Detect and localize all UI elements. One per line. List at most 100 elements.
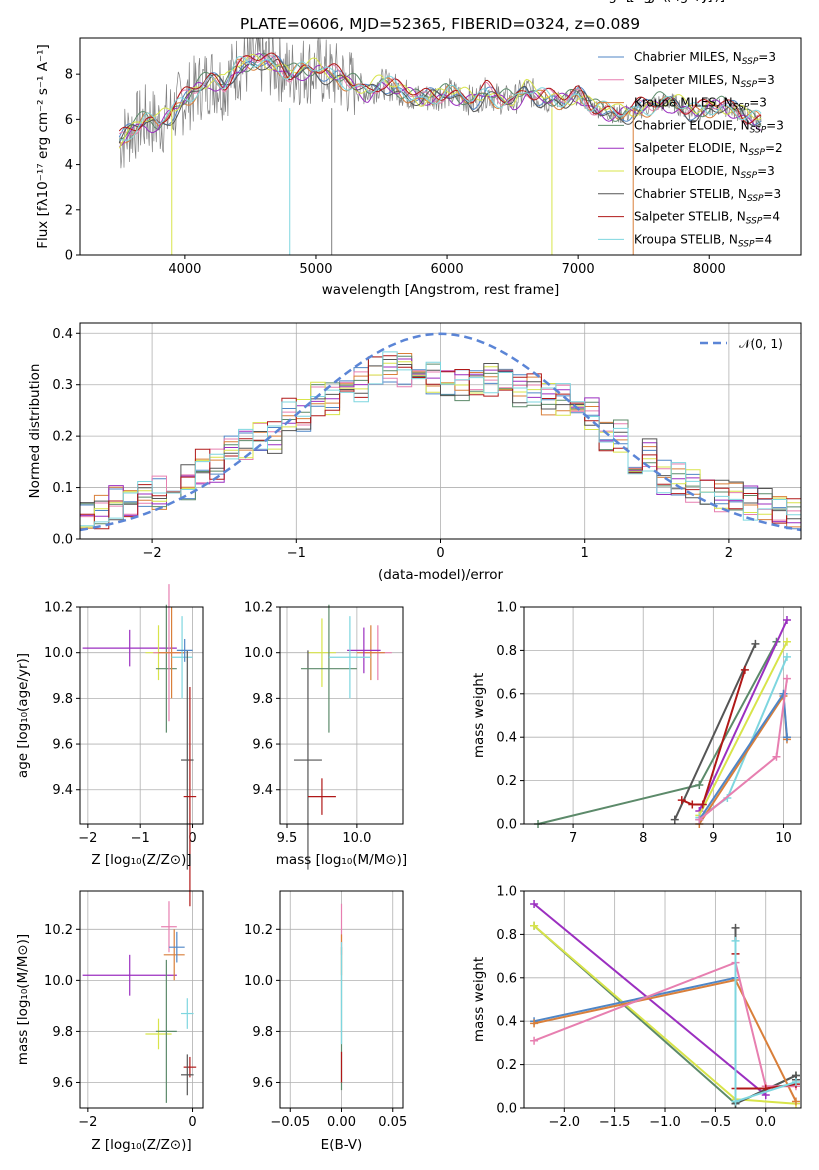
weight-line (698, 641, 788, 816)
legend-label-sub: SSP (738, 239, 755, 249)
x-tick-label: −0.05 (270, 1115, 310, 1130)
model-spectrum-line (119, 52, 762, 140)
legend-label-sub: SSP (748, 148, 765, 158)
model-spectrum-line (119, 55, 762, 141)
y-tick-label: 0.6 (496, 687, 517, 702)
weight-marker (695, 780, 704, 789)
x-tick-label: 7 (569, 831, 577, 846)
y-axis-label: mass weight (471, 673, 487, 758)
weight-marker (530, 900, 539, 909)
plot-frame (79, 890, 204, 1109)
weight-marker (782, 674, 791, 683)
weight-line (673, 643, 757, 821)
legend-label-sub: SSP (746, 217, 763, 227)
legend-label-sub: SSP (750, 125, 767, 135)
x-axis-label: Z [log₁₀(Z/Z⊙)] (91, 852, 191, 868)
weight-line (533, 903, 767, 1096)
y-axis-label: Normed distribution (27, 364, 43, 499)
weight-marker (698, 800, 707, 809)
x-tick-label: −2 (78, 831, 97, 846)
residual-histogram-panel: −2 −1 0 1 2 0.0 0.1 0.2 0.3 0.4 (data-model)/error… (27, 322, 802, 583)
legend-label-text: Kroupa MILES, N (634, 96, 733, 110)
weight-marker (530, 921, 539, 930)
plot-frame (79, 322, 802, 540)
plot-frame (279, 890, 404, 1109)
normal-distribution-curve (79, 332, 802, 532)
weight-marker (751, 639, 760, 648)
x-tick-label: 10 (775, 831, 792, 846)
legend-label-sub: SSP (733, 103, 750, 113)
y-tick-label: 4 (65, 158, 73, 173)
weight-marker (779, 689, 788, 698)
plot-frame (279, 606, 404, 825)
x-tick-label: 0.0 (755, 1115, 776, 1130)
x-tick-label: −2.0 (549, 1115, 581, 1130)
y-tick-label: 10.2 (44, 601, 73, 616)
y-tick-label: 10.0 (244, 646, 273, 661)
legend-label-text: Salpeter STELIB, N (634, 210, 746, 224)
y-tick-label: 6 (65, 113, 73, 128)
y-tick-label: 9.6 (252, 1076, 273, 1091)
x-tick-label: 0 (188, 1115, 196, 1130)
y-tick-label: 10.0 (244, 974, 273, 989)
legend-label-text: Chabrier STELIB, N (634, 187, 747, 201)
weight-marker (782, 652, 791, 661)
legend-label-text: Salpeter ELODIE, N (634, 141, 748, 155)
x-tick-label: −2 (78, 1115, 97, 1130)
y-axis-label: mass [log₁₀(M/M⊙)] (15, 934, 31, 1065)
legend-label: Salpeter ELODIE, NSSP=2 (634, 141, 783, 158)
x-tick-label: 8000 (693, 262, 726, 277)
legend-label: Chabrier MILES, NSSP=3 (634, 50, 776, 67)
y-tick-label: 0.4 (496, 731, 517, 746)
legend-label-suffix: =3 (766, 118, 784, 132)
x-tick-label: −1 (287, 546, 306, 561)
spectrum-plot-area (118, 38, 762, 255)
y-tick-label: 10.2 (244, 923, 273, 938)
x-tick-label: 0.05 (378, 1115, 407, 1130)
y-tick-label: 0.4 (496, 1015, 517, 1030)
mass-vs-ebv-panel: −0.05 0.00 0.05 9.6 9.8 10.0 10.2 E(B-V) (244, 890, 407, 1153)
legend-label-suffix: =2 (765, 141, 783, 155)
x-tick-label: 6000 (431, 262, 464, 277)
y-tick-label: 2 (65, 203, 73, 218)
age-vs-mass-panel: 9.5 10.0 9.4 9.6 9.8 10.0 10.2 mass [log₁₀(M/M⊙… (244, 601, 407, 870)
plot-frame (523, 890, 802, 1109)
legend-label: Kroupa MILES, NSSP=3 (634, 96, 767, 113)
weight-marker (791, 1077, 800, 1086)
y-tick-label: 0.0 (52, 533, 73, 548)
x-axis-label: Z [log₁₀(Z/Z⊙)] (91, 1137, 191, 1153)
x-axis-label: age [log₁₀(age/yr)] (600, 0, 725, 4)
plot-frame (79, 606, 204, 825)
legend-label: Chabrier STELIB, NSSP=3 (634, 187, 781, 204)
y-tick-label: 0.4 (52, 327, 73, 342)
x-tick-label: 8 (639, 831, 647, 846)
mass-vs-metallicity-panel: −2 0 9.6 9.8 10.0 10.2 Z [log₁₀(Z/Z⊙)] mass [lo… (15, 890, 204, 1153)
spectrum-panel: 4000 5000 6000 7000 8000 0 2 4 6 8 wavelength [Ang… (35, 37, 802, 298)
y-tick-label: 9.6 (52, 1076, 73, 1091)
plot-frame (79, 37, 802, 256)
model-spectrum-line (118, 55, 762, 138)
x-axis-label: Z [log₁₀(Z/Z⊙)] (612, 0, 712, 4)
weight-marker (530, 1036, 539, 1045)
x-tick-label: 0 (436, 546, 444, 561)
y-tick-label: 0.2 (496, 774, 517, 789)
y-tick-label: 1.0 (496, 885, 517, 900)
y-tick-label: 1.0 (496, 601, 517, 616)
y-axis-label: Flux [fλ10⁻¹⁷ erg cm⁻² s⁻¹ A⁻¹] (35, 44, 51, 249)
x-tick-label: −1.0 (649, 1115, 681, 1130)
x-tick-label: 2 (725, 546, 733, 561)
y-tick-label: 0 (65, 249, 73, 264)
legend-label-suffix: =3 (764, 187, 782, 201)
legend-label-suffix: =4 (754, 232, 772, 246)
weight-marker (740, 665, 749, 674)
x-axis-label: E(B-V) (321, 1137, 363, 1153)
x-tick-label: 0.00 (327, 1115, 356, 1130)
legend-label-suffix: =3 (758, 50, 776, 64)
x-tick-label: −0.5 (700, 1115, 732, 1130)
weight-marker (731, 1097, 740, 1106)
y-tick-label: 10.2 (244, 601, 273, 616)
x-tick-label: 1 (581, 546, 589, 561)
weight-line (681, 669, 746, 806)
x-axis-label: wavelength [Angstrom, rest frame] (322, 282, 560, 298)
